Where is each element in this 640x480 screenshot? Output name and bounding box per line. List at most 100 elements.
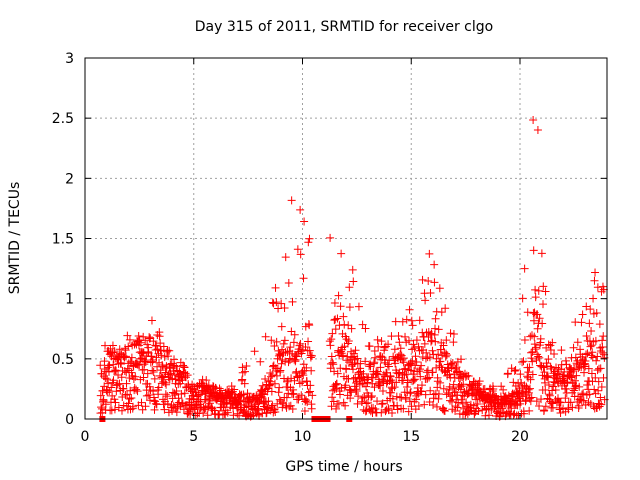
data-point — [147, 352, 156, 361]
data-point — [170, 389, 179, 398]
data-point — [417, 381, 426, 390]
data-point — [537, 395, 546, 404]
data-point — [238, 368, 247, 377]
data-point — [297, 349, 306, 358]
data-point — [533, 324, 542, 333]
data-point — [530, 340, 539, 349]
data-point — [132, 385, 141, 394]
data-point — [183, 371, 192, 380]
data-point — [526, 384, 535, 393]
data-point — [181, 373, 190, 382]
data-point — [156, 346, 165, 355]
data-point — [278, 403, 287, 412]
data-point — [587, 351, 596, 360]
data-point — [238, 375, 247, 384]
data-point — [420, 339, 429, 348]
data-point — [141, 336, 150, 345]
data-point — [97, 403, 106, 412]
data-point — [408, 356, 417, 365]
data-point — [127, 353, 136, 362]
data-point — [574, 401, 583, 410]
data-point — [250, 347, 259, 356]
data-point — [586, 342, 595, 351]
data-point — [535, 402, 544, 411]
data-point — [586, 305, 595, 314]
data-point — [337, 249, 346, 258]
data-point — [257, 386, 266, 395]
data-point — [287, 196, 296, 205]
data-point — [533, 125, 542, 134]
data-point — [434, 325, 443, 334]
data-point — [592, 308, 601, 317]
data-point — [299, 371, 308, 380]
data-point — [409, 340, 418, 349]
data-point — [334, 291, 343, 300]
data-point — [388, 394, 397, 403]
data-point — [270, 405, 279, 414]
data-point — [329, 360, 338, 369]
data-point — [594, 377, 603, 386]
data-point — [327, 335, 336, 344]
data-point — [107, 383, 116, 392]
data-point — [544, 373, 553, 382]
data-point — [306, 353, 315, 362]
data-point — [142, 391, 151, 400]
data-point — [302, 396, 311, 405]
data-point — [402, 315, 411, 324]
data-point — [305, 321, 314, 330]
data-point — [387, 376, 396, 385]
data-point — [240, 367, 249, 376]
data-point — [349, 277, 358, 286]
data-point — [394, 331, 403, 340]
data-point — [431, 324, 440, 333]
data-point — [464, 372, 473, 381]
data-point — [541, 287, 550, 296]
data-point — [399, 354, 408, 363]
data-point — [377, 408, 386, 417]
data-point — [571, 353, 580, 362]
data-point — [432, 402, 441, 411]
data-point — [418, 275, 427, 284]
data-point — [532, 397, 541, 406]
data-point — [108, 341, 117, 350]
data-point — [437, 308, 446, 317]
data-point — [296, 339, 305, 348]
data-point — [277, 322, 286, 331]
data-point — [423, 366, 432, 375]
data-point — [407, 402, 416, 411]
data-point — [538, 319, 547, 328]
data-point — [328, 386, 337, 395]
data-point — [371, 353, 380, 362]
data-point — [361, 357, 370, 366]
data-point — [573, 338, 582, 347]
data-point — [551, 385, 560, 394]
data-point — [349, 365, 358, 374]
data-point — [109, 360, 118, 369]
data-point — [431, 314, 440, 323]
data-point — [520, 335, 529, 344]
x-tick-label: 20 — [511, 429, 529, 445]
data-point — [412, 336, 421, 345]
data-point — [187, 401, 196, 410]
data-point — [575, 382, 584, 391]
data-point — [373, 335, 382, 344]
data-point — [264, 397, 273, 406]
data-point — [410, 344, 419, 353]
data-point — [272, 337, 281, 346]
data-point — [440, 407, 449, 416]
data-point — [536, 334, 545, 343]
data-point — [151, 399, 160, 408]
data-point — [271, 408, 280, 417]
data-point — [330, 385, 339, 394]
data-point — [331, 325, 340, 334]
data-point — [182, 383, 191, 392]
data-point — [130, 386, 139, 395]
data-point — [162, 380, 171, 389]
data-point — [386, 372, 395, 381]
data-point — [288, 405, 297, 413]
data-point — [531, 285, 540, 294]
data-point — [592, 356, 601, 365]
data-point — [585, 319, 594, 328]
data-point — [589, 294, 598, 303]
